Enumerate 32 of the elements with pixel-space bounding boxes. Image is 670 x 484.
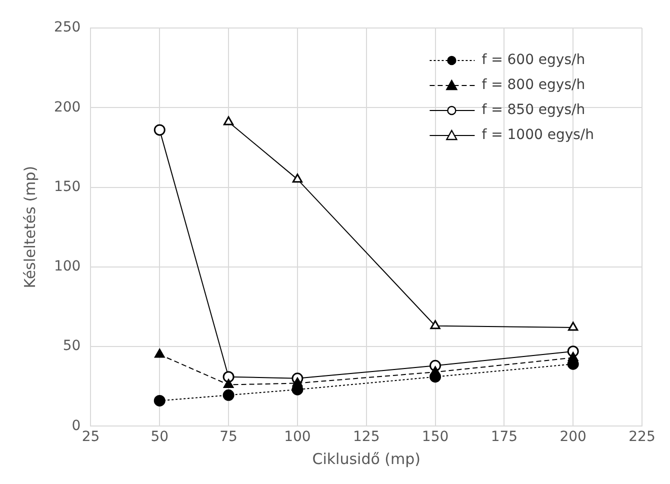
point xyxy=(222,371,234,383)
point xyxy=(154,394,166,406)
point xyxy=(430,320,440,330)
x-tick-label: 100 xyxy=(284,429,311,446)
x-tick-label: 75 xyxy=(220,429,238,446)
point xyxy=(223,379,234,388)
y-tick-label: 50 xyxy=(62,338,81,354)
x-tick-label: 25 xyxy=(82,429,100,446)
y-tick-label: 100 xyxy=(54,258,81,275)
y-tick-label: 200 xyxy=(54,99,81,116)
y-axis-title: Késleltetés (mp) xyxy=(20,166,39,288)
x-tick-label: 175 xyxy=(490,429,518,446)
point xyxy=(292,174,303,183)
point xyxy=(223,116,234,126)
point xyxy=(568,322,578,331)
legend-label: f = 1000 egys/h xyxy=(482,127,594,144)
legend-label: f = 600 egys/h xyxy=(482,52,586,68)
x-tick-label: 200 xyxy=(560,429,586,446)
x-axis-title: Ciklusidő (mp) xyxy=(312,450,421,468)
y-tick-label: 0 xyxy=(72,418,81,434)
x-tick-label: 225 xyxy=(628,429,656,446)
y-tick-label: 150 xyxy=(54,178,81,195)
legend-label: f = 850 egys/h xyxy=(482,102,586,118)
x-tick-label: 150 xyxy=(422,429,449,446)
y-tick-label: 250 xyxy=(54,20,81,36)
legend-label: f = 800 egys/h xyxy=(482,77,586,94)
point xyxy=(154,348,165,358)
point xyxy=(222,389,234,401)
x-tick-label: 50 xyxy=(150,429,169,446)
point xyxy=(430,371,442,383)
x-tick-label: 125 xyxy=(352,429,380,446)
point xyxy=(154,124,166,136)
